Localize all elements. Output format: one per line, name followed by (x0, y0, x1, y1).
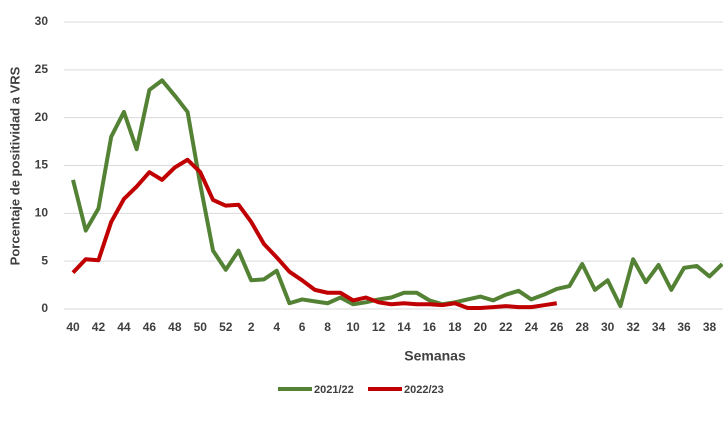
legend-label: 2021/22 (314, 384, 354, 396)
legend-label: 2022/23 (404, 384, 444, 396)
series-line (71, 157, 558, 311)
x-tick-label: 6 (299, 320, 306, 334)
x-axis-title: Semanas (404, 348, 466, 364)
y-axis-title: Porcentaje de positividad a VRS (7, 66, 22, 265)
x-tick-label: 50 (194, 320, 208, 334)
series-line (71, 78, 723, 309)
x-tick-label: 38 (703, 320, 717, 334)
y-tick-label: 20 (35, 110, 49, 124)
x-tick-label: 12 (372, 320, 386, 334)
x-tick-label: 40 (66, 320, 80, 334)
x-tick-label: 22 (499, 320, 513, 334)
x-tick-label: 18 (448, 320, 462, 334)
x-tick-label: 28 (576, 320, 590, 334)
x-tick-label: 26 (550, 320, 564, 334)
y-tick-label: 5 (41, 253, 48, 267)
y-tick-label: 30 (35, 14, 49, 28)
x-tick-label: 34 (652, 320, 666, 334)
y-tick-label: 15 (35, 158, 49, 172)
x-tick-label: 2 (248, 320, 255, 334)
y-tick-label: 25 (35, 62, 49, 76)
x-tick-label: 10 (346, 320, 360, 334)
y-tick-label: 0 (41, 301, 48, 315)
y-tick-label: 10 (35, 206, 49, 220)
x-tick-label: 44 (117, 320, 131, 334)
x-tick-label: 46 (143, 320, 157, 334)
x-tick-label: 36 (677, 320, 691, 334)
x-tick-label: 4 (273, 320, 280, 334)
x-tick-label: 16 (423, 320, 437, 334)
x-tick-label: 20 (474, 320, 488, 334)
x-tick-label: 32 (626, 320, 640, 334)
x-tick-label: 30 (601, 320, 615, 334)
x-tick-label: 14 (397, 320, 411, 334)
x-tick-label: 52 (219, 320, 233, 334)
x-tick-label: 42 (92, 320, 106, 334)
x-tick-label: 8 (324, 320, 331, 334)
x-tick-label: 48 (168, 320, 182, 334)
x-tick-label: 24 (525, 320, 539, 334)
